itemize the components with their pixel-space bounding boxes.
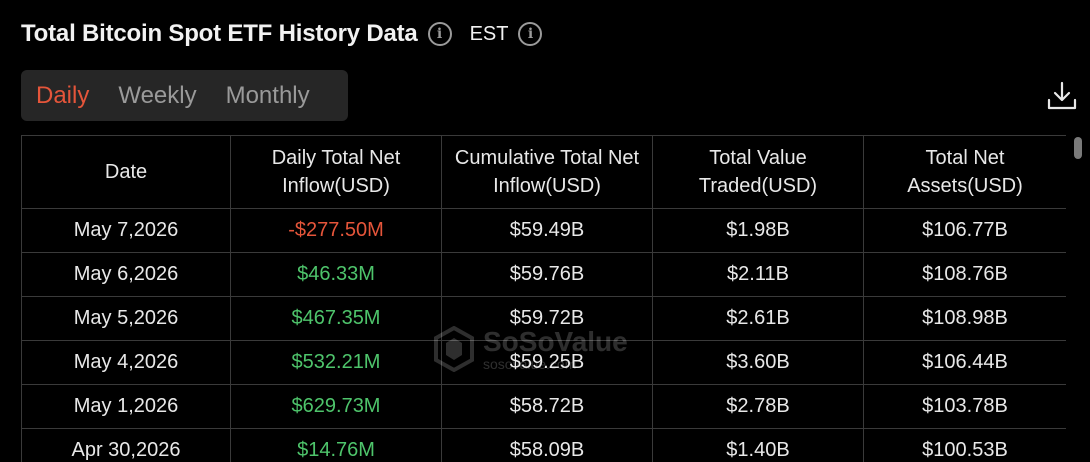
cell-date: Apr 30,2026	[21, 428, 231, 462]
cell-cumulative-inflow: $59.72B	[441, 296, 653, 341]
column-header-date[interactable]: Date	[21, 135, 231, 209]
cell-net-assets: $103.78B	[863, 384, 1066, 429]
info-icon[interactable]: i	[427, 22, 452, 46]
period-tabs: Daily Weekly Monthly	[21, 70, 348, 121]
cell-date: May 4,2026	[21, 340, 231, 385]
cell-net-assets: $100.53B	[863, 428, 1066, 462]
history-table: Date Daily Total Net Inflow(USD) Cumulat…	[21, 135, 1066, 462]
table-row[interactable]: May 7,2026 -$277.50M $59.49B $1.98B $106.77B	[21, 208, 1066, 253]
cell-date: May 6,2026	[21, 252, 231, 297]
header: Total Bitcoin Spot ETF History Data i ES…	[21, 18, 543, 50]
column-header-daily-inflow-label: Daily Total Net Inflow(USD)	[271, 147, 401, 197]
cell-daily-inflow: $629.73M	[230, 384, 442, 429]
tab-weekly[interactable]: Weekly	[118, 81, 197, 109]
cell-cumulative-inflow: $59.76B	[441, 252, 653, 297]
column-header-net-assets[interactable]: Total Net Assets(USD)	[863, 135, 1066, 209]
tab-monthly[interactable]: Monthly	[225, 81, 310, 109]
table-header-row: Date Daily Total Net Inflow(USD) Cumulat…	[21, 135, 1066, 209]
download-icon[interactable]	[1046, 80, 1078, 112]
cell-value-traded: $2.78B	[652, 384, 864, 429]
cell-cumulative-inflow: $59.25B	[441, 340, 653, 385]
table-row[interactable]: May 4,2026 $532.21M $59.25B $3.60B $106.44B	[21, 340, 1066, 385]
cell-value-traded: $1.98B	[652, 208, 864, 253]
cell-date: May 1,2026	[21, 384, 231, 429]
cell-value-traded: $2.11B	[652, 252, 864, 297]
column-header-cumulative-inflow[interactable]: Cumulative Total Net Inflow(USD)	[441, 135, 653, 209]
table-scrollbar[interactable]	[1073, 135, 1083, 462]
cell-daily-inflow: -$277.50M	[230, 208, 442, 253]
cell-value-traded: $1.40B	[652, 428, 864, 462]
table-row[interactable]: May 6,2026 $46.33M $59.76B $2.11B $108.76B	[21, 252, 1066, 297]
column-header-value-traded-label: Total Value Traded(USD)	[698, 147, 818, 197]
scrollbar-thumb[interactable]	[1074, 137, 1082, 159]
cell-daily-inflow: $46.33M	[230, 252, 442, 297]
table-row[interactable]: May 5,2026 $467.35M $59.72B $2.61B $108.98B	[21, 296, 1066, 341]
cell-daily-inflow: $14.76M	[230, 428, 442, 462]
cell-daily-inflow: $532.21M	[230, 340, 442, 385]
cell-net-assets: $106.77B	[863, 208, 1066, 253]
table-row[interactable]: May 1,2026 $629.73M $58.72B $2.78B $103.78B	[21, 384, 1066, 429]
cell-net-assets: $106.44B	[863, 340, 1066, 385]
column-header-daily-inflow[interactable]: Daily Total Net Inflow(USD)	[230, 135, 442, 209]
cell-date: May 7,2026	[21, 208, 231, 253]
cell-cumulative-inflow: $58.72B	[441, 384, 653, 429]
column-header-value-traded[interactable]: Total Value Traded(USD)	[652, 135, 864, 209]
table-row[interactable]: Apr 30,2026 $14.76M $58.09B $1.40B $100.53B	[21, 428, 1066, 462]
cell-date: May 5,2026	[21, 296, 231, 341]
timezone-label: EST	[469, 22, 509, 45]
column-header-cumulative-inflow-label: Cumulative Total Net Inflow(USD)	[454, 147, 640, 197]
cell-net-assets: $108.98B	[863, 296, 1066, 341]
cell-daily-inflow: $467.35M	[230, 296, 442, 341]
cell-cumulative-inflow: $58.09B	[441, 428, 653, 462]
timezone-info-icon[interactable]: i	[518, 22, 543, 46]
cell-cumulative-inflow: $59.49B	[441, 208, 653, 253]
cell-net-assets: $108.76B	[863, 252, 1066, 297]
column-header-net-assets-label: Total Net Assets(USD)	[907, 147, 1023, 197]
cell-value-traded: $2.61B	[652, 296, 864, 341]
cell-value-traded: $3.60B	[652, 340, 864, 385]
page-title: Total Bitcoin Spot ETF History Data	[21, 20, 418, 47]
tab-daily[interactable]: Daily	[36, 81, 90, 109]
